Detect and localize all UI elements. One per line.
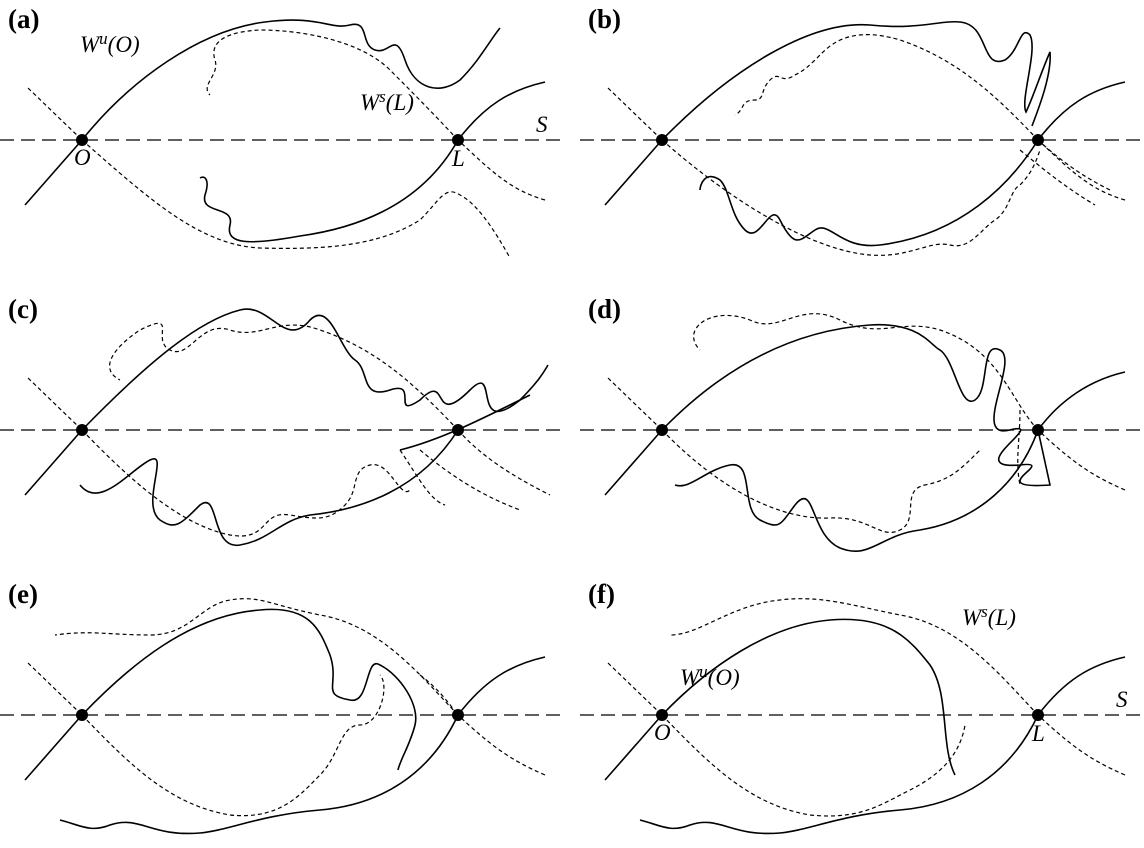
panel: (f)Wu(O)Ws(L)SO L <box>580 579 1142 835</box>
section-label: S <box>536 112 548 137</box>
stable-manifold <box>1017 409 1021 486</box>
unstable-manifold <box>1037 81 1126 141</box>
stable-manifold <box>27 87 83 141</box>
stable-manifold <box>206 29 459 141</box>
panel-label: (c) <box>8 294 38 324</box>
unstable-manifold <box>79 429 459 546</box>
stable-manifold <box>1019 149 1096 206</box>
label-arg: (L) <box>386 90 414 115</box>
fixed-point <box>656 134 668 146</box>
stable-label: Ws(L) <box>962 602 1016 630</box>
stable-manifold <box>457 714 546 776</box>
stable-manifold <box>1037 139 1111 191</box>
stable-manifold <box>607 377 663 431</box>
unstable-manifold <box>1037 656 1126 716</box>
section-label: S <box>1116 687 1128 712</box>
unstable-manifold <box>604 618 956 781</box>
fixed-point <box>452 424 464 436</box>
stable-manifold <box>109 322 459 431</box>
fixed-point <box>452 709 464 721</box>
stable-manifold <box>669 598 1039 716</box>
point-label: L <box>1031 721 1045 746</box>
fixed-point <box>76 134 88 146</box>
panel-label: (d) <box>588 294 621 324</box>
panel-label: (f) <box>588 579 615 609</box>
stable-manifold <box>81 139 511 259</box>
unstable-manifold <box>457 81 546 141</box>
fixed-point <box>76 424 88 436</box>
stable-manifold <box>399 449 446 506</box>
stable-label: Ws(L) <box>360 87 414 115</box>
unstable-manifold <box>674 429 1039 553</box>
panel-label: (b) <box>588 4 621 34</box>
panel: (d) <box>580 294 1142 553</box>
label-sup: u <box>699 662 708 681</box>
unstable-manifold <box>24 19 501 206</box>
stable-manifold <box>419 449 521 511</box>
stable-manifold <box>1037 429 1126 491</box>
unstable-label: Wu(O) <box>680 662 740 690</box>
point-label: O <box>74 145 91 170</box>
fixed-point <box>1032 424 1044 436</box>
unstable-manifold <box>24 308 549 496</box>
label-base: W <box>360 90 381 115</box>
panel: (c) <box>0 294 562 546</box>
label-base: W <box>80 32 101 57</box>
fixed-point <box>656 709 668 721</box>
panel-label: (e) <box>8 579 38 609</box>
stable-manifold <box>734 34 1039 141</box>
stable-manifold <box>27 662 83 716</box>
panel: (e) <box>0 579 562 835</box>
unstable-manifold <box>699 139 1039 247</box>
label-base: W <box>680 665 701 690</box>
stable-manifold <box>661 139 1041 256</box>
label-sup: u <box>99 29 108 48</box>
stable-manifold <box>81 674 385 817</box>
unstable-manifold <box>639 714 1039 835</box>
stable-manifold <box>457 429 551 496</box>
unstable-label: Wu(O) <box>80 29 140 57</box>
stable-manifold <box>457 139 546 201</box>
stable-manifold <box>27 377 83 431</box>
panel-label: (a) <box>8 4 39 34</box>
stable-manifold <box>1037 139 1126 201</box>
label-arg: (O) <box>108 32 140 57</box>
panel: (b) <box>580 4 1142 256</box>
fixed-point <box>656 424 668 436</box>
fixed-point <box>1032 709 1044 721</box>
point-label: O <box>654 720 671 745</box>
label-arg: (O) <box>708 665 740 690</box>
unstable-manifold <box>457 656 546 716</box>
unstable-manifold <box>604 20 1051 206</box>
panel: (a)Wu(O)Ws(L)SO L <box>0 4 562 259</box>
stable-manifold <box>661 714 966 817</box>
label-sup: s <box>981 602 988 621</box>
stable-manifold <box>81 429 411 537</box>
unstable-manifold <box>59 714 459 835</box>
stable-manifold <box>1037 714 1126 776</box>
stable-manifold <box>54 598 459 716</box>
unstable-manifold <box>24 608 417 781</box>
label-sup: s <box>379 87 386 106</box>
stable-manifold <box>607 87 663 141</box>
stable-manifold <box>661 429 981 533</box>
unstable-manifold <box>399 394 531 451</box>
label-base: W <box>962 605 983 630</box>
fixed-point <box>76 709 88 721</box>
stable-manifold <box>607 662 663 716</box>
unstable-manifold <box>604 324 1126 496</box>
point-label: L <box>451 146 465 171</box>
label-arg: (L) <box>988 605 1016 630</box>
fixed-point <box>1032 134 1044 146</box>
stable-manifold <box>693 313 1039 431</box>
unstable-manifold <box>199 139 459 243</box>
fixed-point <box>452 134 464 146</box>
